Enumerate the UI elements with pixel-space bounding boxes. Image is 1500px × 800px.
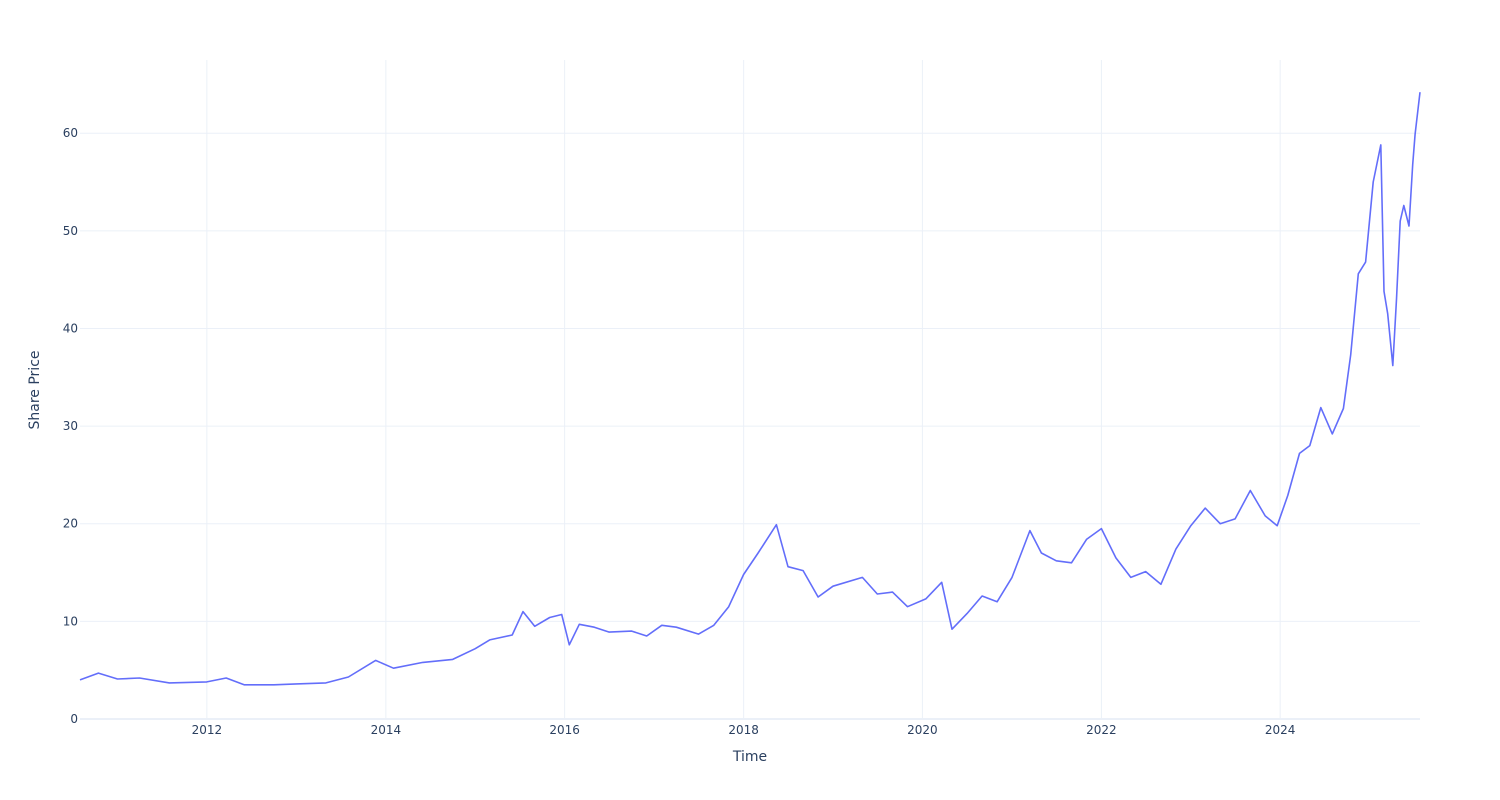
x-gridlines [206,60,1281,719]
y-tick-labels: 0 10 20 30 40 50 60 [63,126,78,726]
y-tick-label: 0 [70,712,78,726]
y-tick-label: 10 [63,614,78,628]
y-axis-title: Share Price [27,350,43,429]
y-tick-label: 20 [63,517,78,531]
x-tick-label: 2018 [728,723,759,737]
x-tick-label: 2014 [371,723,402,737]
plot-lines [79,92,1421,686]
x-axis-title: Time [732,749,767,765]
series-line-0 [79,92,1421,686]
y-gridlines [80,132,1420,720]
x-tick-label: 2024 [1265,723,1296,737]
x-tick-label: 2012 [192,723,223,737]
x-tick-labels: 2012 2014 2016 2018 2020 2022 2024 [192,723,1296,737]
x-tick-label: 2022 [1086,723,1117,737]
y-tick-label: 40 [63,321,78,335]
x-tick-label: 2020 [907,723,938,737]
y-tick-label: 50 [63,224,78,238]
x-tick-label: 2016 [549,723,580,737]
y-tick-label: 30 [63,419,78,433]
y-tick-label: 60 [63,126,78,140]
